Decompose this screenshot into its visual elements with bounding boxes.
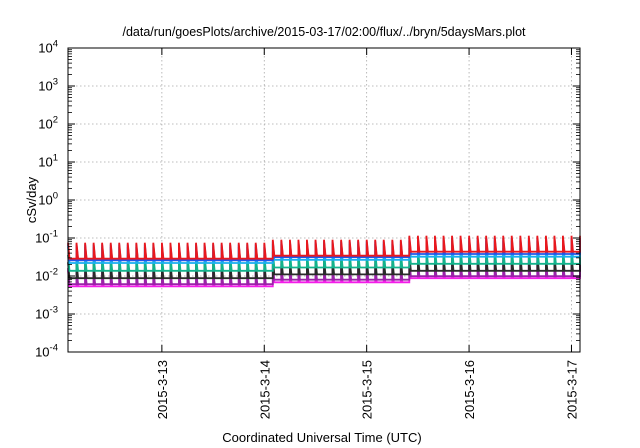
y-tick-labels: 10-4 10-3 10-2 10-1 100 101 102 103 104	[35, 39, 58, 360]
x-tick-label: 2015-3-16	[462, 360, 477, 419]
y-tick-label: 100	[38, 191, 58, 208]
x-tick-label: 2015-3-17	[564, 360, 579, 419]
x-axis-label: Coordinated Universal Time (UTC)	[222, 430, 421, 445]
x-tick-label: 2015-3-15	[360, 360, 375, 419]
x-tick-labels: 2015-3-13 2015-3-14 2015-3-15 2015-3-16 2015…	[155, 360, 580, 419]
y-tick-label: 10-2	[35, 267, 58, 284]
plot-frame	[67, 47, 581, 353]
y-tick-label: 10-3	[35, 305, 58, 322]
x-tick-label: 2015-3-13	[155, 360, 170, 419]
series-group	[67, 235, 581, 288]
y-tick-label: 103	[38, 77, 58, 94]
plot-border	[67, 47, 581, 353]
y-tick-label: 104	[38, 39, 58, 56]
y-tick-label: 102	[38, 115, 58, 132]
x-tick-label: 2015-3-14	[257, 360, 272, 419]
y-tick-label: 101	[38, 153, 58, 170]
y-tick-label: 10-4	[35, 343, 58, 360]
chart-title: /data/run/goesPlots/archive/2015-03-17/0…	[122, 25, 526, 39]
y-axis-label: cSv/day	[24, 176, 39, 223]
grid	[68, 48, 580, 352]
series-line	[67, 235, 581, 260]
y-tick-label: 10-1	[35, 229, 58, 246]
